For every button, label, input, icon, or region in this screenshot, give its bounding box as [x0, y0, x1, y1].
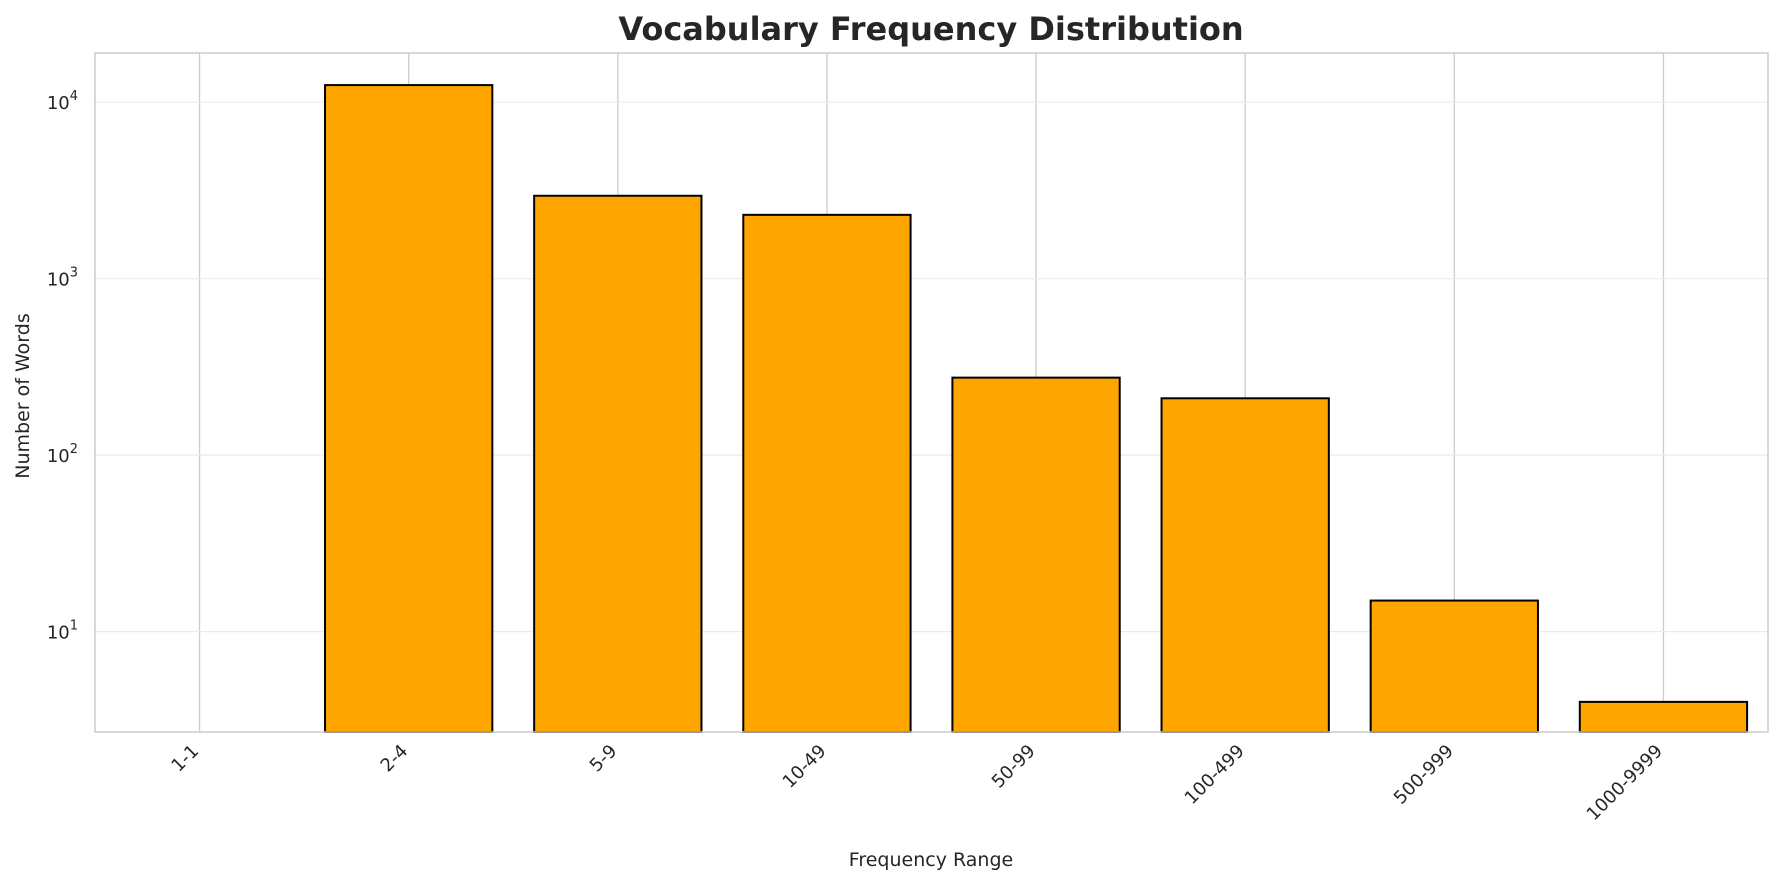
- bar-5-9: [533, 194, 703, 734]
- y-tick-label: 103: [47, 266, 78, 291]
- bar-500-999: [1369, 599, 1539, 734]
- x-tick-label: 100-499: [1181, 741, 1249, 809]
- y-tick-label: 101: [47, 619, 78, 644]
- x-tick-label: 1000-9999: [1583, 741, 1667, 825]
- x-tick-label: 2-4: [377, 741, 413, 777]
- y-axis-label: Number of Words: [12, 313, 34, 478]
- plot-frame: [94, 52, 1769, 733]
- x-tick-label: 10-49: [779, 741, 831, 793]
- x-tick-label: 1-1: [167, 741, 203, 777]
- y-tick-label: 102: [47, 442, 78, 467]
- bars: [324, 84, 1749, 734]
- x-tick-labels: 1-1 2-4 5-9 10-49 50-99 100-499 500-999 1000-99…: [167, 741, 1667, 825]
- x-axis-label: Frequency Range: [849, 849, 1013, 871]
- y-tick-label: 104: [47, 89, 78, 114]
- x-tick-label: 5-9: [586, 741, 622, 777]
- bar-10-49: [742, 213, 912, 733]
- bar-2-4: [324, 84, 494, 734]
- bar-1000-9999: [1578, 700, 1749, 733]
- bar-100-499: [1160, 397, 1330, 733]
- y-tick-labels: 101 102 103 104: [47, 89, 78, 643]
- x-tick-label: 50-99: [988, 741, 1040, 793]
- chart-title: Vocabulary Frequency Distribution: [618, 10, 1243, 48]
- bar-50-99: [951, 376, 1121, 733]
- x-tick-label: 500-999: [1390, 741, 1458, 809]
